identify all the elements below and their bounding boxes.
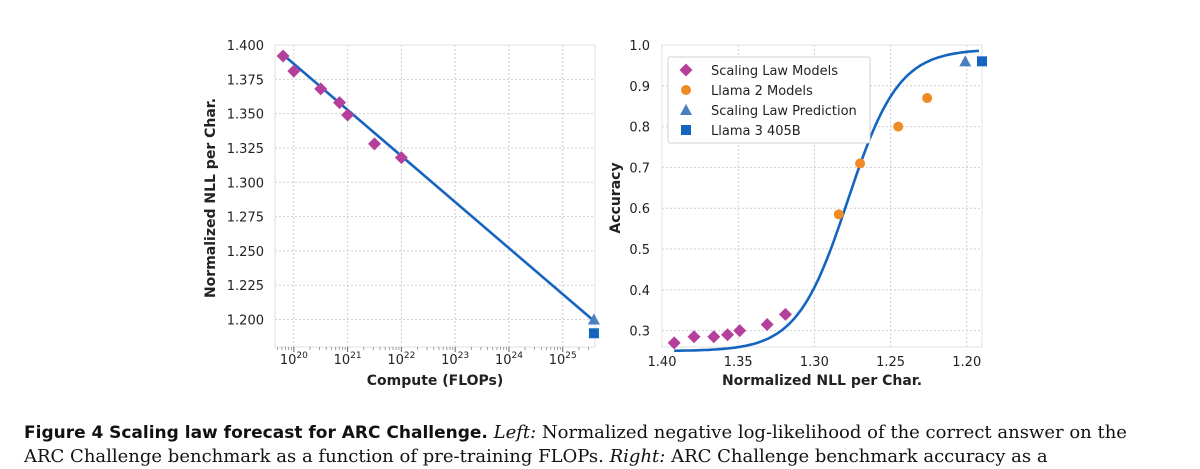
caption-right-text: ARC Challenge benchmark accuracy as a (665, 446, 1048, 467)
left-y-ticks: 1.200 1.225 1.250 1.275 1.300 1.325 1.350 1.375… (227, 39, 264, 329)
left-x-tick-label: 1020 (280, 351, 308, 368)
left-x-tick-label: 1022 (387, 351, 415, 368)
left-y-tick-label: 1.325 (227, 142, 264, 157)
legend-label-scaling-law-prediction: Scaling Law Prediction (711, 104, 857, 119)
right-y-tick-label: 0.6 (629, 202, 650, 217)
left-x-ticks: 1020 1021 1022 1023 1024 1025 (277, 347, 589, 368)
left-point-scaling-law-models (394, 151, 408, 165)
caption-line2: ARC Challenge benchmark as a function of… (24, 446, 604, 467)
left-point-scaling-law-models (276, 49, 290, 63)
right-point-scaling-law-models (733, 324, 747, 338)
caption-left-text: Normalized negative log-likelihood of th… (536, 422, 1127, 443)
right-y-tick-label: 0.4 (629, 284, 650, 299)
right-y-axis-label: Accuracy (608, 162, 624, 233)
legend-marker-scaling-law-prediction (680, 104, 692, 115)
left-point-scaling-law-models (333, 96, 347, 110)
right-point-llama-2-models (922, 93, 933, 104)
right-point-scaling-law-models (707, 330, 721, 344)
right-point-llama-2-models (893, 121, 904, 132)
right-point-scaling-law-models (667, 336, 681, 350)
caption-left-tag: Left: (493, 422, 537, 443)
right-point-llama-2-models (855, 158, 866, 169)
left-x-tick-label: 1023 (441, 351, 469, 368)
right-point-scaling-law-models (778, 307, 792, 321)
left-point-scaling-law-prediction (587, 313, 600, 325)
legend-box (667, 56, 871, 144)
right-y-tick-label: 0.3 (629, 325, 650, 340)
right-x-ticks: 1.40 1.35 1.30 1.25 1.20 (648, 355, 982, 370)
left-x-tick-label: 1024 (495, 351, 523, 368)
left-fit-line (282, 53, 594, 321)
right-chart: 0.3 0.4 0.5 0.6 0.7 0.8 0.9 1.0 1.40 1.35 1.30 1.2… (608, 39, 987, 389)
caption-label: Figure 4 (24, 423, 104, 443)
right-y-tick-label: 0.5 (629, 243, 650, 258)
right-x-tick-label: 1.40 (648, 355, 677, 370)
left-marks (276, 49, 600, 339)
right-y-tick-label: 0.9 (629, 80, 650, 95)
left-y-tick-label: 1.375 (227, 73, 264, 88)
legend: Scaling Law Models Llama 2 Models Scaling … (667, 56, 871, 144)
right-fit-curve (674, 49, 980, 353)
left-x-tick-label: 1025 (549, 351, 577, 368)
right-point-scaling-law-models (687, 330, 701, 344)
left-y-tick-label: 1.250 (227, 245, 264, 260)
left-y-tick-label: 1.200 (227, 314, 264, 329)
left-y-tick-label: 1.350 (227, 108, 264, 123)
left-y-tick-label: 1.225 (227, 279, 264, 294)
left-point-scaling-law-models (341, 108, 355, 122)
legend-label-scaling-law-models: Scaling Law Models (711, 64, 838, 79)
caption-title: Scaling law forecast for ARC Challenge. (109, 423, 488, 443)
right-x-tick-label: 1.30 (800, 355, 829, 370)
legend-label-llama-2-models: Llama 2 Models (711, 84, 813, 99)
legend-marker-scaling-law-models (679, 63, 693, 77)
right-point-scaling-law-prediction (959, 55, 972, 67)
legend-label-llama-3-405b: Llama 3 405B (711, 124, 801, 139)
right-x-tick-label: 1.20 (952, 355, 981, 370)
right-point-llama-3-405b (977, 56, 987, 67)
right-y-tick-label: 0.8 (629, 121, 650, 136)
right-y-ticks: 0.3 0.4 0.5 0.6 0.7 0.8 0.9 1.0 (629, 39, 650, 340)
right-y-tick-label: 0.7 (629, 161, 650, 176)
right-marks (667, 49, 987, 353)
right-x-axis-label: Normalized NLL per Char. (722, 373, 922, 389)
left-y-tick-label: 1.400 (227, 39, 264, 54)
caption-right-tag: Right: (609, 446, 666, 467)
left-point-llama-3-405b (588, 328, 599, 339)
legend-marker-llama-3-405b (681, 125, 691, 135)
left-point-scaling-law-models (314, 82, 328, 96)
left-plot-area (274, 44, 596, 348)
right-point-scaling-law-models (721, 328, 735, 342)
left-chart: 1.200 1.225 1.250 1.275 1.300 1.325 1.350 1.375… (203, 39, 600, 389)
right-point-llama-2-models (833, 209, 844, 220)
left-x-axis-label: Compute (FLOPs) (367, 373, 504, 389)
legend-marker-llama-2-models (681, 85, 691, 95)
right-x-tick-label: 1.25 (876, 355, 905, 370)
right-x-tick-label: 1.35 (724, 355, 753, 370)
right-point-scaling-law-models (760, 318, 774, 332)
left-y-tick-label: 1.300 (227, 176, 264, 191)
right-plot-area (661, 44, 983, 348)
left-y-axis-label: Normalized NLL per Char. (203, 98, 219, 298)
left-point-scaling-law-models (287, 64, 301, 78)
left-point-scaling-law-models (367, 137, 381, 151)
left-x-tick-label: 1021 (334, 351, 362, 368)
left-y-tick-label: 1.275 (227, 211, 264, 226)
figure-caption: Figure 4 Scaling law forecast for ARC Ch… (24, 421, 1184, 469)
right-y-tick-label: 1.0 (629, 39, 650, 54)
